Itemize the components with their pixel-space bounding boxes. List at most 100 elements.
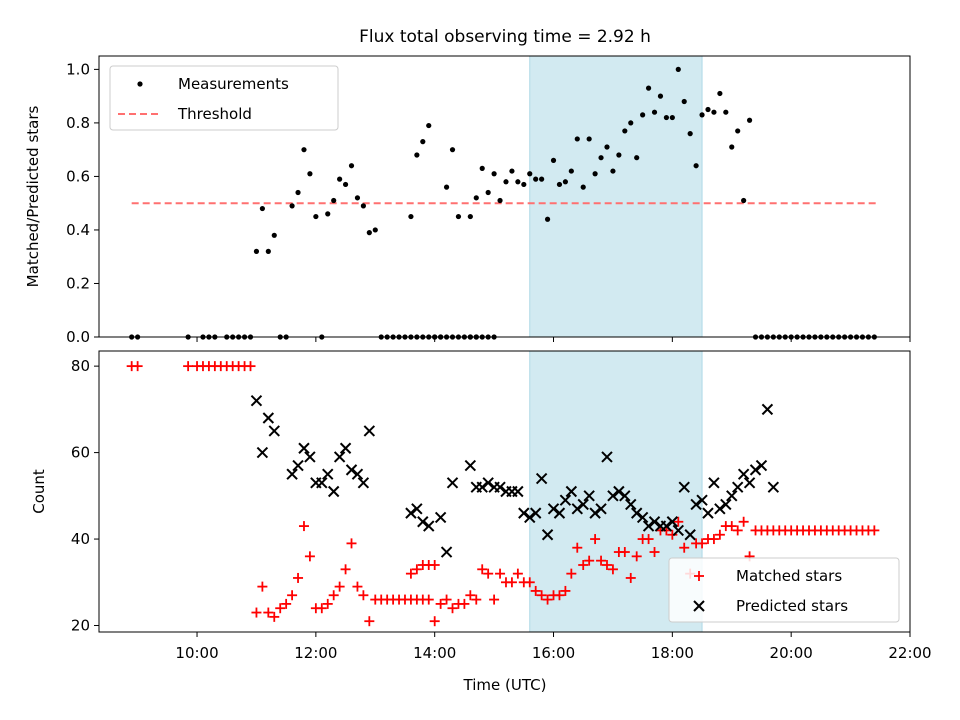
data-point xyxy=(334,581,345,592)
data-point xyxy=(678,481,690,493)
data-point xyxy=(298,442,310,454)
data-point xyxy=(426,122,432,129)
data-point xyxy=(524,511,536,524)
shaded-interval xyxy=(529,55,703,338)
x-b xyxy=(464,459,477,472)
data-point xyxy=(132,361,143,372)
x-b xyxy=(749,464,762,476)
data-point xyxy=(331,197,337,204)
x-b xyxy=(630,507,643,519)
x-b xyxy=(524,511,536,524)
data-point xyxy=(554,590,565,601)
data-point xyxy=(708,477,720,489)
data-point xyxy=(183,361,194,372)
data-point xyxy=(598,155,604,161)
x-b xyxy=(690,498,702,511)
x-b xyxy=(286,468,298,480)
data-point xyxy=(578,559,589,570)
data-point xyxy=(464,459,477,472)
y-tick-label: 20 xyxy=(71,617,90,635)
x-b xyxy=(571,503,583,515)
data-point xyxy=(607,490,619,502)
data-point xyxy=(699,112,705,118)
data-point xyxy=(521,181,527,188)
y-axis-label: Count xyxy=(30,469,48,514)
x-b xyxy=(684,529,696,541)
data-point xyxy=(601,451,613,463)
x-b xyxy=(714,503,726,515)
data-point xyxy=(345,464,358,476)
data-point xyxy=(572,542,583,553)
data-point xyxy=(586,136,592,142)
legend-label: Predicted stars xyxy=(736,597,848,615)
data-point xyxy=(696,494,708,506)
data-point xyxy=(495,568,506,579)
data-point xyxy=(684,529,696,541)
x-tick-label: 10:00 xyxy=(175,644,218,662)
x-b xyxy=(702,507,714,519)
data-point xyxy=(357,477,370,489)
data-point xyxy=(577,498,589,511)
data-point xyxy=(610,168,616,174)
data-point xyxy=(446,477,459,489)
data-point xyxy=(767,481,780,493)
x-b xyxy=(547,503,560,515)
x-b xyxy=(755,459,768,472)
x-b xyxy=(494,481,506,493)
data-point xyxy=(527,171,533,177)
data-point xyxy=(705,106,711,113)
x-b xyxy=(565,485,578,498)
data-point xyxy=(619,490,631,502)
data-point xyxy=(515,179,521,185)
y-axis-label: Matched/Predicted stars xyxy=(24,106,42,288)
data-point xyxy=(702,507,714,519)
data-point xyxy=(559,494,572,506)
data-point xyxy=(301,147,307,153)
data-point xyxy=(604,144,610,150)
data-point xyxy=(337,176,343,182)
x-b xyxy=(250,395,263,407)
data-point xyxy=(645,85,652,91)
data-point xyxy=(471,594,482,605)
data-point xyxy=(429,559,440,570)
data-point xyxy=(583,490,595,502)
data-point xyxy=(292,459,304,472)
data-point xyxy=(354,195,361,201)
x-b xyxy=(743,477,756,489)
data-point xyxy=(518,507,530,519)
x-b xyxy=(268,425,280,437)
data-point xyxy=(440,546,453,558)
data-point xyxy=(566,568,577,579)
x-tick-label: 20:00 xyxy=(770,644,813,662)
data-point xyxy=(687,131,693,137)
data-point xyxy=(562,179,568,185)
data-point xyxy=(257,581,268,592)
legend-marker-dot xyxy=(137,81,143,87)
data-point xyxy=(568,168,574,174)
data-point xyxy=(287,590,298,601)
data-point xyxy=(509,168,515,174)
data-point xyxy=(743,477,756,489)
data-point xyxy=(690,498,702,511)
x-b xyxy=(648,516,661,528)
data-point xyxy=(553,507,566,519)
data-point xyxy=(434,511,447,524)
x-tick-label: 22:00 xyxy=(888,644,931,662)
x-b xyxy=(696,494,708,506)
data-point xyxy=(530,585,541,596)
data-point xyxy=(574,136,580,142)
data-point xyxy=(333,451,346,463)
x-b xyxy=(405,507,417,519)
data-point xyxy=(307,171,313,177)
data-point xyxy=(459,598,470,609)
x-b xyxy=(559,494,572,506)
data-point xyxy=(669,114,675,121)
x-b xyxy=(529,507,542,519)
data-point xyxy=(625,498,637,511)
x-b xyxy=(446,477,459,489)
data-point xyxy=(673,516,684,527)
data-point xyxy=(693,163,699,169)
series-predicted-stars xyxy=(250,395,780,558)
data-point xyxy=(631,551,642,562)
